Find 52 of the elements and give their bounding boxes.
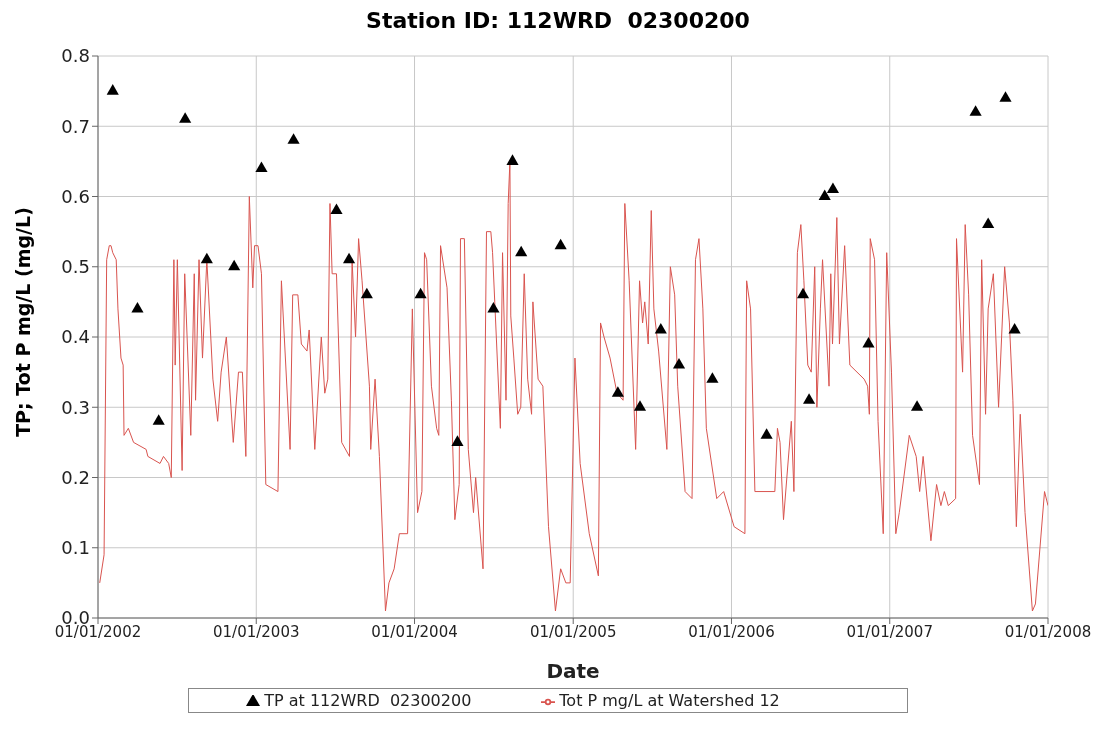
y-axis-title: TP; Tot P mg/L (mg/L) [12, 207, 35, 437]
legend-label: Tot P mg/L at Watershed 12 [559, 691, 780, 710]
point [633, 400, 647, 411]
point [106, 84, 119, 95]
y-tick-label: 0.1 [61, 537, 90, 559]
chart-title: Station ID: 112WRD 02300200 [365, 8, 751, 35]
point [803, 393, 816, 404]
y-tick-label: 0.8 [61, 45, 90, 67]
point [228, 259, 241, 271]
point [999, 91, 1012, 102]
point [152, 414, 165, 425]
x-tick-label: 01/01/2008 [1004, 622, 1092, 641]
x-tick-label: 01/01/2005 [529, 622, 617, 641]
point [910, 400, 924, 411]
point [330, 203, 343, 215]
x-tick-label: 01/01/2003 [213, 622, 300, 641]
point [760, 428, 773, 439]
point [179, 112, 192, 123]
point [1008, 322, 1021, 334]
y-tick-label: 0.7 [61, 115, 90, 137]
point [255, 161, 268, 172]
x-tick-label: 01/01/2007 [846, 622, 933, 641]
point [360, 287, 373, 299]
x-tick-label: 01/01/2006 [688, 622, 775, 641]
point [611, 386, 624, 397]
point [826, 182, 840, 193]
y-tick-label: 0.4 [61, 326, 90, 348]
point [131, 301, 144, 313]
point [654, 322, 667, 334]
x-axis-title: Date [546, 659, 600, 683]
legend-label: TP at 112WRD 02300200 [264, 691, 472, 710]
y-tick-label: 0.6 [61, 185, 90, 207]
point [554, 238, 567, 250]
y-tick-label: 0.2 [61, 466, 90, 488]
y-tick-label: 0.5 [61, 256, 90, 278]
point [796, 287, 810, 299]
point [342, 252, 356, 264]
point [414, 287, 427, 299]
point [200, 252, 213, 264]
point [506, 154, 519, 165]
point [487, 301, 500, 313]
point [818, 189, 831, 201]
point [287, 133, 300, 144]
x-tick-label: 01/01/2004 [371, 622, 458, 641]
point [969, 105, 982, 116]
point [982, 217, 995, 229]
point [515, 245, 528, 257]
point [862, 337, 875, 348]
point [451, 435, 464, 446]
point [706, 372, 719, 383]
point [672, 358, 686, 369]
y-tick-label: 0.3 [61, 396, 90, 418]
